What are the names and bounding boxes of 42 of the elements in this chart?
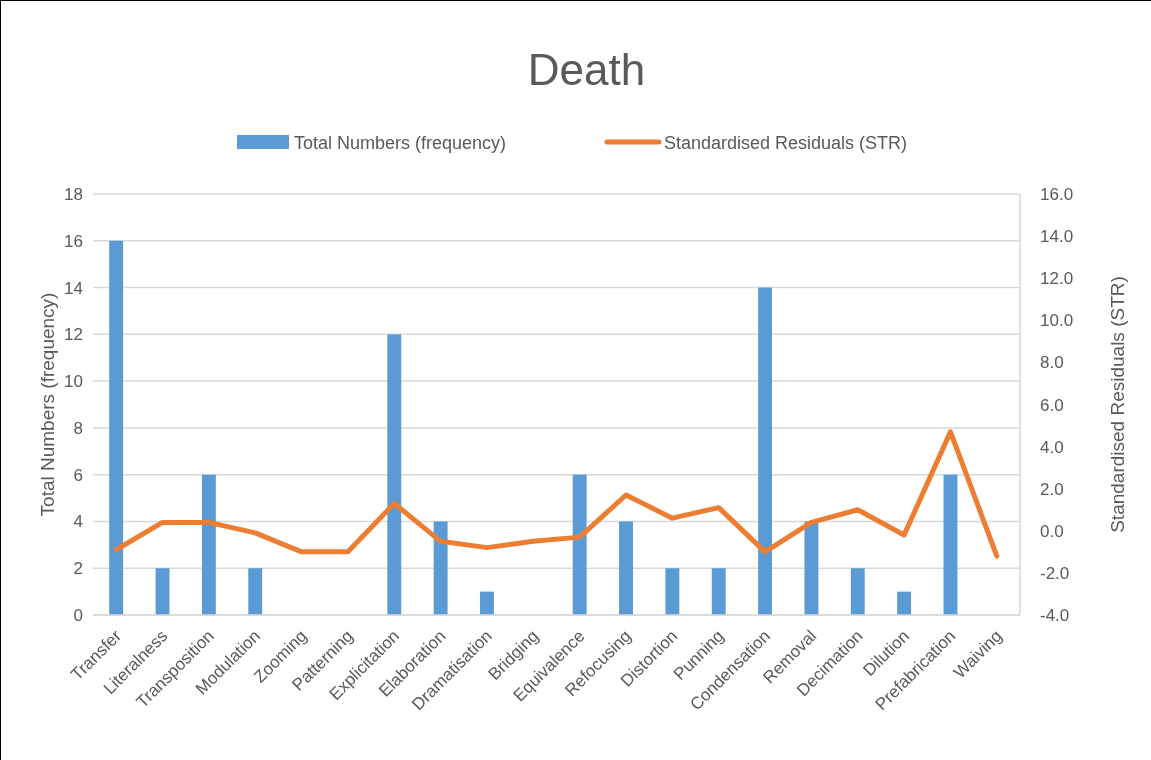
y-tick-label: 10: [64, 372, 83, 392]
y2-tick-label: 8.0: [1040, 353, 1064, 373]
bar: [572, 474, 587, 615]
y-tick-label: 4: [73, 512, 83, 532]
y2-tick-label: -2.0: [1040, 563, 1070, 583]
y-tick-label: 14: [64, 278, 83, 298]
bar: [480, 591, 494, 615]
y-tick-label: 8: [73, 418, 83, 438]
y-tick-label: 18: [64, 185, 83, 204]
bar: [758, 287, 773, 615]
y2-tick-label: -4.0: [1040, 606, 1070, 625]
bar: [248, 568, 263, 615]
y-tick-label: 16: [64, 231, 83, 251]
bar: [943, 474, 958, 615]
bar: [804, 521, 819, 615]
y-tick-label: 6: [73, 465, 83, 485]
bar: [711, 568, 726, 615]
y2-tick-label: 16.0: [1040, 185, 1074, 204]
legend-label: Total Numbers (frequency): [294, 133, 507, 153]
y-tick-label: 2: [73, 559, 83, 579]
y-axis-title: Total Numbers (frequency): [37, 292, 58, 517]
bar: [850, 568, 865, 615]
bar: [897, 591, 912, 615]
y2-axis-title: Standardised Residuals (STR): [1107, 276, 1128, 533]
y-tick-label: 0: [73, 606, 83, 625]
bar: [109, 240, 124, 615]
legend-label: Standardised Residuals (STR): [664, 133, 908, 153]
bar: [665, 568, 680, 615]
y-tick-label: 12: [64, 325, 83, 345]
y2-tick-label: 0.0: [1040, 521, 1064, 541]
bar: [201, 474, 216, 615]
chart-title: Death: [527, 45, 646, 94]
y2-tick-label: 10.0: [1040, 311, 1074, 331]
bar: [387, 334, 402, 615]
y2-tick-label: 6.0: [1040, 395, 1064, 415]
bar: [433, 521, 448, 615]
bar: [619, 521, 633, 615]
y2-tick-label: 12.0: [1040, 269, 1074, 289]
bar: [155, 568, 170, 615]
y2-tick-label: 4.0: [1040, 437, 1064, 457]
y2-tick-label: 14.0: [1040, 227, 1074, 247]
y2-tick-label: 2.0: [1040, 479, 1064, 499]
